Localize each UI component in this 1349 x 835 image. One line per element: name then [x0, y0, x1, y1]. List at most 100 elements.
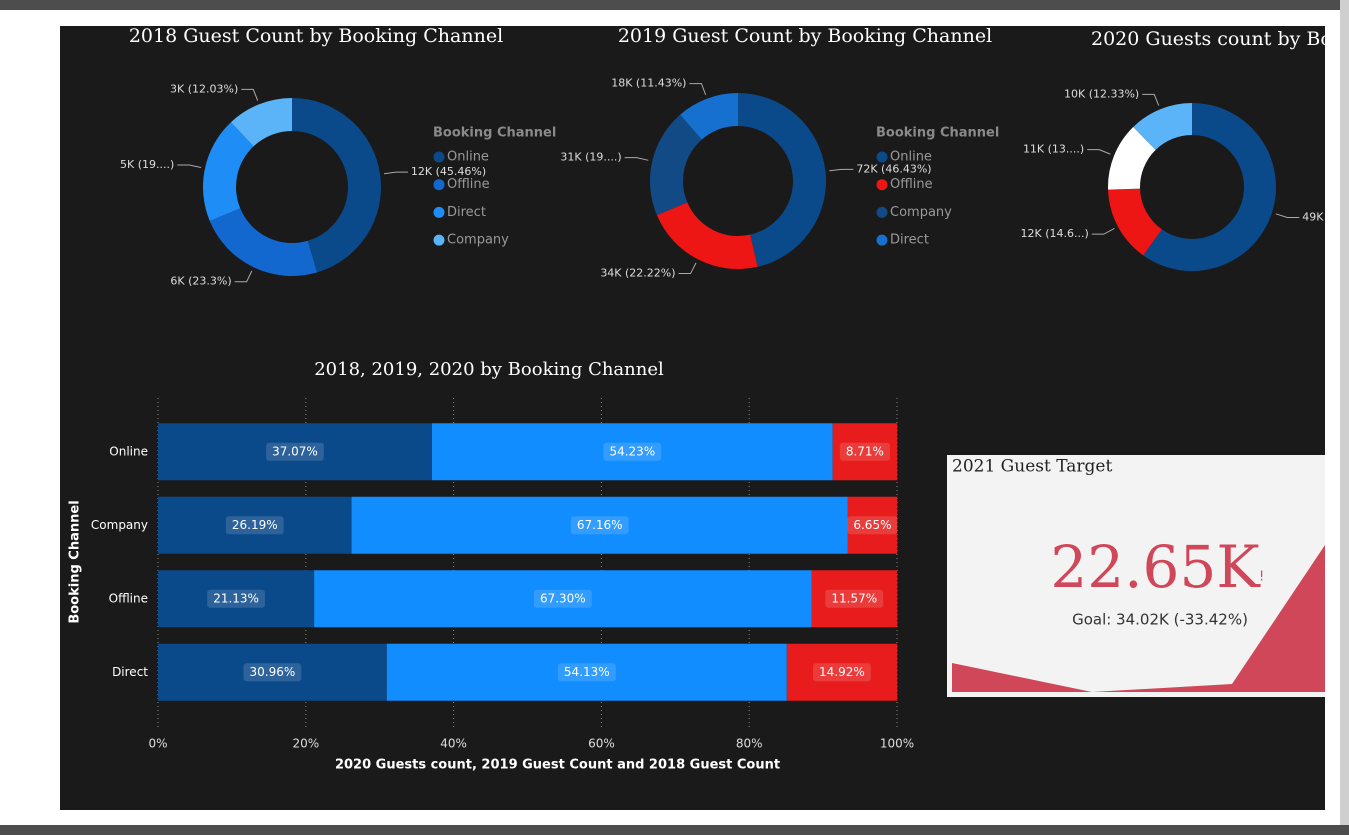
data-label-bg	[533, 589, 592, 608]
leader-line	[241, 88, 259, 101]
pie-slice	[230, 98, 292, 147]
data-label: 10K (12.33%)	[1064, 87, 1139, 100]
data-label: 31K (19....)	[560, 151, 621, 164]
data-label-bg	[603, 442, 662, 461]
data-label: 11K (13....)	[1023, 143, 1084, 156]
legend-title: Booking Channel	[433, 126, 556, 141]
data-label-bg	[839, 442, 890, 461]
content: 2018 Guest Count by Booking Channel 12K (…	[68, 25, 1349, 773]
x-axis-label: 2020 Guests count, 2019 Guest Count and …	[335, 758, 780, 773]
legend-marker	[876, 151, 888, 163]
bar	[351, 496, 848, 554]
chart-title: 2020 Guests count by Booking Channel	[1091, 28, 1349, 50]
kpi-indicator: !	[1259, 570, 1264, 585]
y-tick-label: Company	[91, 518, 148, 532]
x-tick-label: 20%	[292, 737, 319, 751]
x-tick-label: 0%	[148, 737, 167, 751]
bar	[847, 496, 897, 554]
legend-title: Booking Channel	[876, 126, 999, 141]
y-tick-label: Offline	[109, 591, 148, 605]
bar	[832, 423, 898, 481]
pie-slice	[1143, 103, 1276, 271]
data-label: 14.92%	[819, 665, 865, 679]
legend-label: Company	[447, 233, 509, 248]
pie-slice	[1133, 103, 1192, 150]
pie-slice	[738, 93, 826, 267]
x-tick-label: 80%	[736, 737, 763, 751]
data-label: 67.16%	[577, 518, 623, 532]
legend-label: Online	[447, 150, 489, 165]
leader-line	[689, 83, 707, 96]
legend-label: Offline	[890, 177, 933, 192]
data-label-bg	[243, 663, 302, 682]
bar	[314, 570, 812, 628]
data-label-bg	[207, 589, 265, 608]
pie-slice	[292, 98, 382, 273]
legend-marker	[876, 179, 888, 191]
legend-marker	[433, 206, 445, 218]
kpi-goal: Goal: 34.02K (-33.42%)	[1072, 611, 1248, 629]
bottom-strip	[0, 825, 1349, 835]
x-tick-label: 100%	[880, 737, 914, 751]
data-label: 26.19%	[232, 518, 278, 532]
bar	[386, 643, 787, 701]
data-label: 54.13%	[564, 665, 610, 679]
y-tick-label: Direct	[112, 665, 148, 679]
data-label: 37.07%	[272, 444, 318, 458]
bar	[158, 496, 352, 554]
data-label-bg	[266, 442, 324, 461]
leader-line	[624, 157, 649, 161]
legend-label: Offline	[447, 177, 490, 192]
leader-line	[1091, 228, 1115, 235]
bar	[158, 643, 387, 701]
legend-label: Direct	[890, 233, 929, 248]
bar	[786, 643, 898, 701]
bar	[158, 570, 315, 628]
pie-slice	[680, 93, 738, 140]
leader-line	[1087, 149, 1111, 155]
data-label-bg	[225, 516, 284, 535]
x-tick-label: 40%	[440, 737, 467, 751]
leader-line	[678, 262, 697, 275]
legend-marker	[876, 234, 888, 246]
data-label: 8.71%	[846, 444, 884, 458]
data-label: 67.30%	[540, 591, 586, 605]
bar	[158, 423, 432, 481]
x-tick-label: 60%	[588, 737, 615, 751]
data-label-bg	[847, 516, 898, 535]
data-label: 21.13%	[213, 591, 259, 605]
kpi-value: 22.65K	[1050, 533, 1261, 601]
y-tick-label: Online	[109, 444, 148, 458]
legend-label: Online	[890, 150, 932, 165]
data-label-bg	[557, 663, 616, 682]
data-label: 34K (22.22%)	[600, 267, 675, 280]
chart-title: 2018 Guest Count by Booking Channel	[129, 25, 503, 47]
data-label: 3K (12.03%)	[170, 82, 238, 95]
pie-slice	[203, 122, 254, 222]
data-label-bg	[813, 663, 871, 682]
data-label-bg	[570, 516, 629, 535]
leader-line	[177, 164, 202, 168]
legend-marker	[433, 234, 445, 246]
leader-line	[829, 168, 854, 172]
leader-line	[234, 270, 253, 283]
chart-title: 2019 Guest Count by Booking Channel	[618, 25, 992, 47]
pie-slice	[650, 114, 702, 216]
legend-marker	[433, 179, 445, 191]
data-label: 18K (11.43%)	[611, 77, 686, 90]
data-label: 30.96%	[250, 665, 296, 679]
data-label: 5K (19....)	[120, 158, 174, 171]
data-label: 6K (23.3%)	[170, 275, 231, 288]
data-label: 11.57%	[831, 591, 877, 605]
kpi-trend	[952, 545, 1325, 692]
data-label-bg	[825, 589, 884, 608]
leader-line	[383, 171, 408, 175]
pie-slice	[656, 202, 758, 269]
leader-line	[1275, 213, 1300, 218]
y-axis-label: Booking Channel	[68, 500, 83, 623]
data-label: 49K (59.86%)	[1302, 210, 1349, 223]
data-label: 12K (45.46%)	[411, 165, 486, 178]
legend-marker	[876, 206, 888, 218]
data-label: 12K (14.6...)	[1021, 227, 1089, 240]
right-strip	[1340, 0, 1349, 835]
